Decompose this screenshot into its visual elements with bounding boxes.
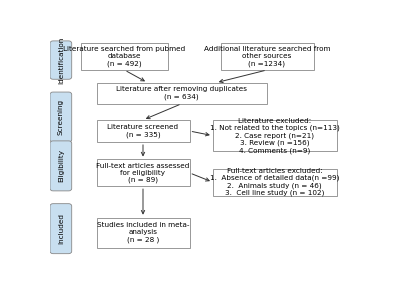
FancyBboxPatch shape [96, 83, 267, 104]
Text: Literature excluded:
1. Not related to the topics (n=113)
2. Case report (n=21)
: Literature excluded: 1. Not related to t… [210, 118, 340, 154]
FancyBboxPatch shape [96, 159, 190, 186]
Text: Identification: Identification [58, 37, 64, 84]
FancyBboxPatch shape [96, 218, 190, 248]
FancyBboxPatch shape [213, 120, 337, 151]
Text: Eligibility: Eligibility [58, 149, 64, 182]
Text: Full-text articles excluded:
1.  Absence of detailed data(n =99)
2.  Animals stu: Full-text articles excluded: 1. Absence … [210, 168, 340, 196]
Text: Included: Included [58, 213, 64, 244]
FancyBboxPatch shape [50, 204, 72, 254]
FancyBboxPatch shape [50, 92, 72, 142]
Text: Full-text articles assessed
for eligibility
(n = 89): Full-text articles assessed for eligibil… [96, 162, 190, 183]
FancyBboxPatch shape [220, 43, 314, 70]
Text: Studies included in meta-
analysis
(n = 28 ): Studies included in meta- analysis (n = … [97, 223, 189, 243]
Text: Literature searched from pubmed
database
(n = 492): Literature searched from pubmed database… [63, 46, 186, 67]
Text: Screening: Screening [58, 99, 64, 135]
Text: Additional literature searched from
other sources
(n =1234): Additional literature searched from othe… [204, 46, 330, 67]
Text: Literature screened
(n = 335): Literature screened (n = 335) [108, 124, 178, 138]
FancyBboxPatch shape [81, 43, 168, 70]
FancyBboxPatch shape [213, 169, 337, 195]
Text: Literature after removing duplicates
(n = 634): Literature after removing duplicates (n … [116, 86, 247, 100]
FancyBboxPatch shape [96, 120, 190, 142]
FancyBboxPatch shape [50, 141, 72, 191]
FancyBboxPatch shape [50, 41, 72, 79]
